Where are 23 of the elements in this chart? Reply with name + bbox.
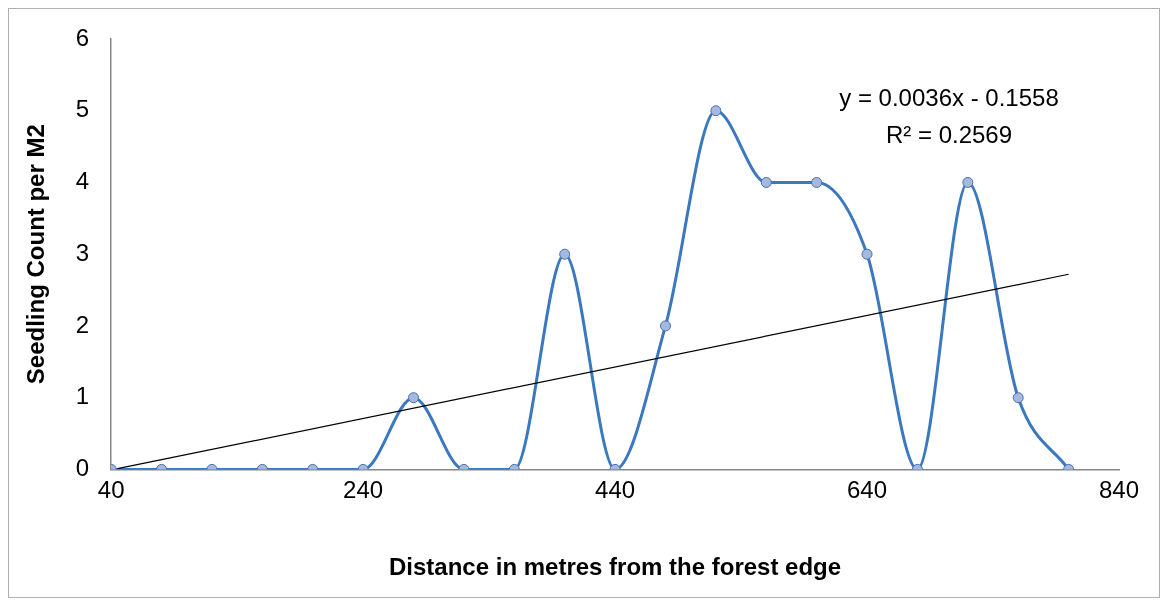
x-tick-label: 440	[595, 476, 636, 504]
annotation: y = 0.0036x - 0.1558	[839, 83, 1059, 111]
point	[710, 105, 722, 117]
y-tick-label: 1	[75, 382, 90, 410]
x-tick-label: 640	[847, 476, 888, 504]
x-tick-label: 840	[1098, 476, 1140, 504]
point	[962, 176, 974, 188]
y-tick-label: 0	[75, 454, 90, 482]
annotation: R² = 0.2569	[885, 120, 1013, 148]
x-tick-label: 40	[97, 476, 125, 504]
x-tick-label: 240	[343, 476, 384, 504]
point	[659, 320, 671, 332]
y-tick-label: 2	[75, 310, 90, 338]
y-tick-label: 3	[75, 238, 90, 266]
y-tick-label: 6	[75, 23, 90, 51]
point	[811, 176, 823, 188]
point	[760, 176, 772, 188]
point	[559, 248, 571, 260]
y-tick-label: 4	[75, 167, 90, 195]
point	[861, 248, 873, 260]
x-axis-title: Distance in metres from the forest edge	[389, 553, 842, 581]
y-axis-title: Seedling Count per M2	[22, 124, 50, 385]
y-tick-label: 5	[75, 95, 90, 123]
